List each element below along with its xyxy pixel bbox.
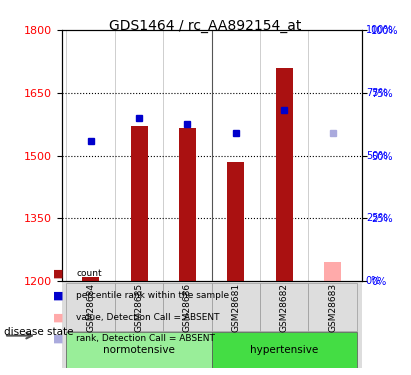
Text: 25%: 25% bbox=[366, 213, 388, 223]
FancyBboxPatch shape bbox=[260, 284, 308, 331]
Text: GSM28683: GSM28683 bbox=[328, 283, 337, 332]
Text: normotensive: normotensive bbox=[103, 345, 175, 355]
Text: GDS1464 / rc_AA892154_at: GDS1464 / rc_AA892154_at bbox=[109, 19, 302, 33]
FancyBboxPatch shape bbox=[163, 284, 212, 331]
FancyBboxPatch shape bbox=[67, 284, 115, 331]
Text: GSM28684: GSM28684 bbox=[86, 283, 95, 332]
Text: 100%: 100% bbox=[366, 25, 393, 35]
Bar bbox=[227, 162, 244, 281]
Bar bbox=[179, 128, 196, 281]
Text: ■: ■ bbox=[53, 269, 64, 279]
Text: count: count bbox=[76, 269, 102, 278]
Text: hypertensive: hypertensive bbox=[250, 345, 319, 355]
FancyBboxPatch shape bbox=[212, 332, 357, 368]
FancyBboxPatch shape bbox=[308, 284, 357, 331]
Text: 0%: 0% bbox=[366, 276, 381, 286]
Text: GSM28681: GSM28681 bbox=[231, 283, 240, 332]
FancyBboxPatch shape bbox=[115, 284, 163, 331]
Text: GSM28686: GSM28686 bbox=[183, 283, 192, 332]
FancyBboxPatch shape bbox=[212, 284, 260, 331]
Text: value, Detection Call = ABSENT: value, Detection Call = ABSENT bbox=[76, 313, 219, 322]
Text: ■: ■ bbox=[53, 312, 64, 322]
Bar bbox=[82, 277, 99, 281]
Text: GSM28682: GSM28682 bbox=[280, 283, 289, 332]
Bar bbox=[131, 126, 148, 281]
Text: disease state: disease state bbox=[4, 327, 74, 337]
Text: ■: ■ bbox=[53, 334, 64, 344]
FancyBboxPatch shape bbox=[67, 332, 212, 368]
Bar bbox=[276, 68, 293, 281]
Text: percentile rank within the sample: percentile rank within the sample bbox=[76, 291, 229, 300]
Text: 75%: 75% bbox=[366, 88, 388, 98]
Bar bbox=[324, 262, 341, 281]
Text: GSM28685: GSM28685 bbox=[134, 283, 143, 332]
Text: ■: ■ bbox=[53, 291, 64, 300]
Text: 50%: 50% bbox=[366, 151, 387, 160]
Text: rank, Detection Call = ABSENT: rank, Detection Call = ABSENT bbox=[76, 334, 215, 344]
